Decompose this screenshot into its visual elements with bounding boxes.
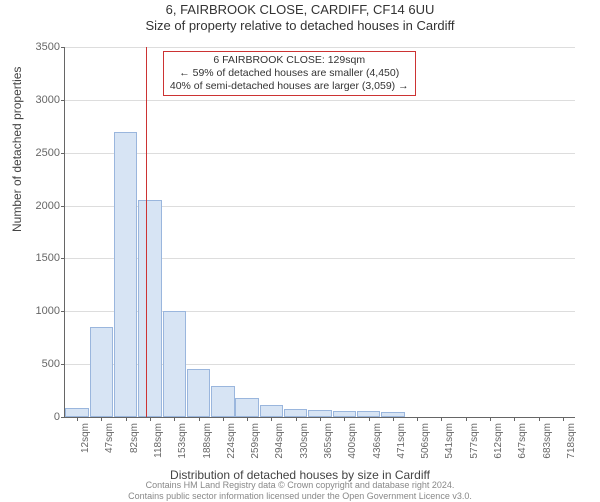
histogram-bar bbox=[114, 132, 137, 417]
xtick-label: 506sqm bbox=[420, 423, 431, 473]
footer: Contains HM Land Registry data © Crown c… bbox=[0, 480, 600, 501]
xtick-mark bbox=[514, 417, 515, 421]
reference-line bbox=[146, 47, 148, 417]
gridline bbox=[65, 47, 575, 48]
xtick-mark bbox=[101, 417, 102, 421]
annotation-line3: 40% of semi-detached houses are larger (… bbox=[170, 80, 409, 93]
histogram-bar bbox=[90, 327, 113, 417]
gridline bbox=[65, 153, 575, 154]
histogram-bar bbox=[308, 410, 331, 417]
xtick-label: 82sqm bbox=[129, 423, 140, 473]
histogram-bar bbox=[284, 409, 307, 417]
xtick-label: 47sqm bbox=[104, 423, 115, 473]
xtick-mark bbox=[320, 417, 321, 421]
xtick-label: 683sqm bbox=[542, 423, 553, 473]
gridline bbox=[65, 100, 575, 101]
xtick-label: 400sqm bbox=[347, 423, 358, 473]
xtick-mark bbox=[77, 417, 78, 421]
xtick-mark bbox=[441, 417, 442, 421]
annotation-box: 6 FAIRBROOK CLOSE: 129sqm ← 59% of detac… bbox=[163, 51, 416, 96]
histogram-bar bbox=[65, 408, 88, 418]
ytick-label: 3500 bbox=[20, 41, 60, 53]
footer-line1: Contains HM Land Registry data © Crown c… bbox=[0, 480, 600, 490]
xtick-label: 718sqm bbox=[566, 423, 577, 473]
xtick-mark bbox=[539, 417, 540, 421]
annotation-line2: ← 59% of detached houses are smaller (4,… bbox=[170, 67, 409, 80]
xtick-label: 612sqm bbox=[493, 423, 504, 473]
ytick-label: 2500 bbox=[20, 147, 60, 159]
xtick-mark bbox=[563, 417, 564, 421]
page-subtitle: Size of property relative to detached ho… bbox=[0, 18, 600, 33]
ytick-mark bbox=[61, 311, 65, 312]
xtick-mark bbox=[344, 417, 345, 421]
xtick-label: 647sqm bbox=[517, 423, 528, 473]
xtick-mark bbox=[296, 417, 297, 421]
xtick-label: 12sqm bbox=[80, 423, 91, 473]
xtick-mark bbox=[417, 417, 418, 421]
chart-area: 12sqm47sqm82sqm118sqm153sqm188sqm224sqm2… bbox=[64, 47, 574, 417]
xtick-label: 118sqm bbox=[153, 423, 164, 473]
xtick-mark bbox=[369, 417, 370, 421]
annotation-line1: 6 FAIRBROOK CLOSE: 129sqm bbox=[170, 54, 409, 67]
ytick-label: 1500 bbox=[20, 252, 60, 264]
histogram-bar bbox=[138, 200, 161, 417]
histogram-bar bbox=[211, 386, 234, 417]
ytick-label: 0 bbox=[20, 411, 60, 423]
xtick-mark bbox=[223, 417, 224, 421]
xtick-label: 541sqm bbox=[444, 423, 455, 473]
histogram-bar bbox=[163, 311, 186, 417]
xtick-label: 471sqm bbox=[396, 423, 407, 473]
xtick-label: 188sqm bbox=[202, 423, 213, 473]
xtick-mark bbox=[466, 417, 467, 421]
ytick-label: 2000 bbox=[20, 200, 60, 212]
ytick-mark bbox=[61, 258, 65, 259]
ytick-mark bbox=[61, 364, 65, 365]
xtick-mark bbox=[490, 417, 491, 421]
xtick-label: 330sqm bbox=[299, 423, 310, 473]
xtick-mark bbox=[126, 417, 127, 421]
xtick-label: 224sqm bbox=[226, 423, 237, 473]
histogram-bar bbox=[260, 405, 283, 417]
page-title: 6, FAIRBROOK CLOSE, CARDIFF, CF14 6UU bbox=[0, 2, 600, 17]
ytick-mark bbox=[61, 417, 65, 418]
xtick-mark bbox=[199, 417, 200, 421]
ytick-mark bbox=[61, 100, 65, 101]
xtick-label: 436sqm bbox=[372, 423, 383, 473]
xtick-label: 294sqm bbox=[274, 423, 285, 473]
xtick-mark bbox=[271, 417, 272, 421]
histogram-bar bbox=[187, 369, 210, 417]
ytick-mark bbox=[61, 153, 65, 154]
ytick-label: 1000 bbox=[20, 305, 60, 317]
chart-container: 6, FAIRBROOK CLOSE, CARDIFF, CF14 6UU Si… bbox=[0, 2, 600, 502]
xtick-label: 153sqm bbox=[177, 423, 188, 473]
xtick-mark bbox=[174, 417, 175, 421]
plot-area: 12sqm47sqm82sqm118sqm153sqm188sqm224sqm2… bbox=[64, 47, 575, 418]
xtick-mark bbox=[150, 417, 151, 421]
xtick-label: 577sqm bbox=[469, 423, 480, 473]
footer-line2: Contains public sector information licen… bbox=[0, 491, 600, 501]
xtick-label: 365sqm bbox=[323, 423, 334, 473]
xtick-mark bbox=[247, 417, 248, 421]
ytick-mark bbox=[61, 206, 65, 207]
ytick-label: 3000 bbox=[20, 94, 60, 106]
xtick-mark bbox=[393, 417, 394, 421]
xtick-label: 259sqm bbox=[250, 423, 261, 473]
histogram-bar bbox=[235, 398, 258, 417]
ytick-label: 500 bbox=[20, 358, 60, 370]
ytick-mark bbox=[61, 47, 65, 48]
